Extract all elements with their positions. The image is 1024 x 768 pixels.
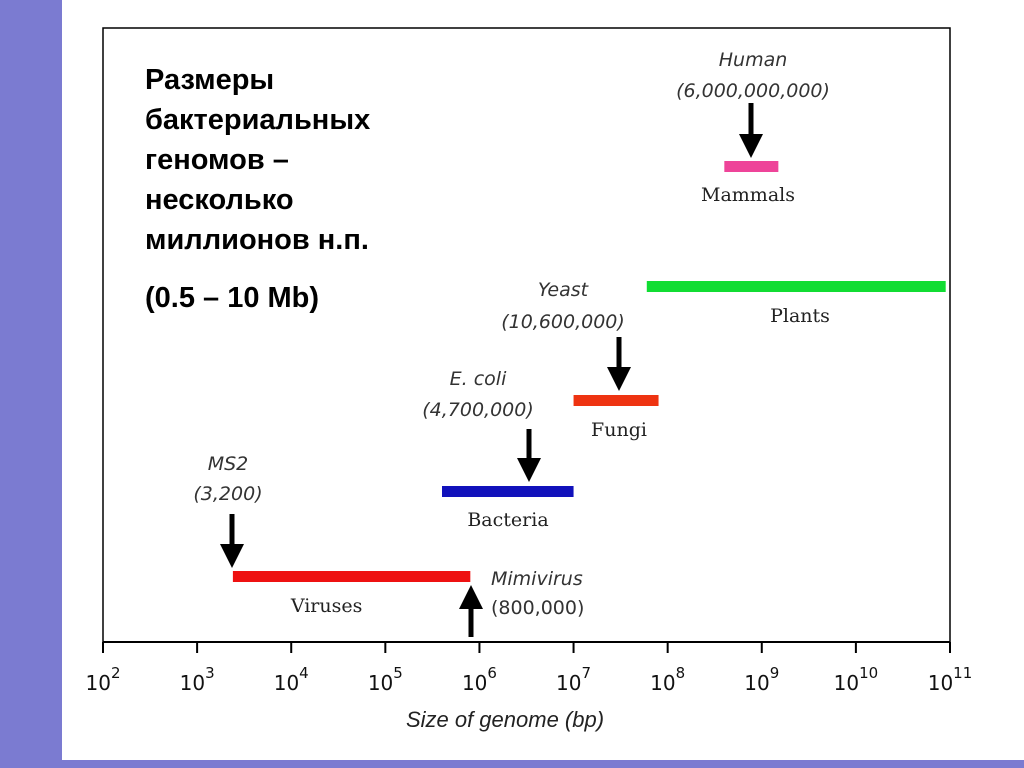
x-axis-label: Size of genome (bp) — [406, 707, 604, 732]
annotation-size-yeast: (10,600,000) — [501, 311, 625, 333]
x-tick-label: 1010 — [834, 664, 879, 695]
x-tick-label: 1011 — [928, 664, 973, 695]
caption-line: несколько — [145, 184, 294, 216]
caption-text: Размеры бактериальных геномов – нескольк… — [145, 60, 445, 260]
range-bar-plants — [646, 281, 946, 292]
annotation-size-ms2: (3,200) — [193, 483, 262, 505]
range-label-plants: Plants — [770, 305, 830, 327]
x-tick-label: 103 — [180, 664, 215, 695]
arrow-up-icon — [459, 585, 483, 609]
annotation-name-e-coli: E. coli — [450, 368, 507, 390]
caption-line: геномов – — [145, 144, 289, 176]
range-label-mammals: Mammals — [701, 184, 795, 206]
x-tick-label: 109 — [744, 664, 779, 695]
range-bar-fungi — [573, 395, 659, 406]
bottom-strip — [0, 760, 1024, 768]
annotation-name-mimivirus: Mimivirus — [491, 568, 583, 590]
x-tick-label: 107 — [556, 664, 591, 695]
range-label-bacteria: Bacteria — [467, 509, 548, 531]
caption-line: Размеры — [145, 64, 275, 96]
annotation-name-human: Human — [719, 49, 788, 71]
x-tick-label: 108 — [650, 664, 685, 695]
caption-line: миллионов н.п. — [145, 224, 369, 256]
chart-frame — [102, 27, 951, 643]
arrow-down-icon — [739, 134, 763, 158]
x-tick-label: 104 — [274, 664, 309, 695]
annotation-size-mimivirus: (800,000) — [491, 597, 584, 619]
range-label-viruses: Viruses — [290, 595, 363, 617]
range-bar-viruses — [232, 571, 471, 582]
chart-marks: 102 103 104 105 106 107 108 109 1010 1011 Viruses B… — [86, 49, 973, 695]
caption-line: бактериальных — [145, 104, 371, 136]
range-label-fungi: Fungi — [591, 419, 647, 441]
arrow-down-icon — [220, 544, 244, 568]
range-bar-mammals — [724, 161, 779, 172]
range-bar-bacteria — [441, 486, 574, 497]
x-tick-label: 106 — [462, 664, 497, 695]
annotation-name-yeast: Yeast — [538, 279, 590, 301]
annotation-name-ms2: MS2 — [208, 453, 249, 475]
caption-range: (0.5 – 10 Mb) — [145, 282, 320, 314]
x-tick-label: 105 — [368, 664, 403, 695]
x-tick-label: 102 — [86, 664, 121, 695]
arrow-down-icon — [517, 458, 541, 482]
annotation-size-human: (6,000,000,000) — [676, 80, 830, 102]
arrow-down-icon — [607, 367, 631, 391]
annotation-size-e-coli: (4,700,000) — [422, 399, 534, 421]
